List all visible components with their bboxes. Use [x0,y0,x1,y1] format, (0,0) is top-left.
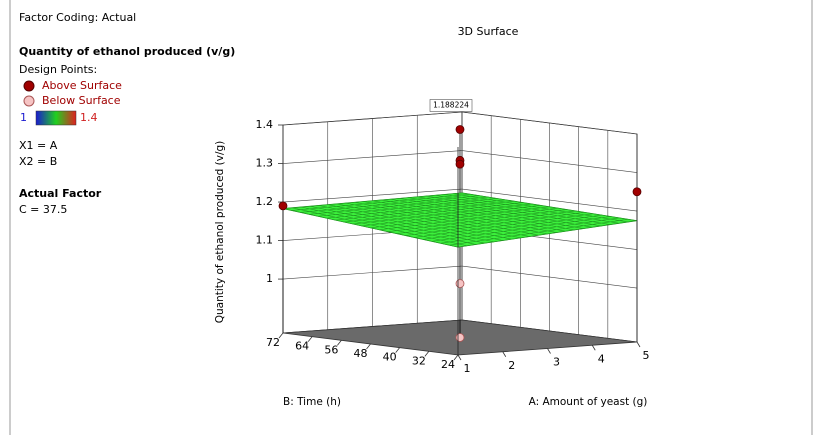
legend-below-marker [23,95,35,107]
x-tick-label: 1 [464,362,471,375]
grid-line [282,188,463,203]
grid-line [461,265,638,289]
x-tick-label: 3 [553,356,560,369]
z-tick-label: 1 [266,272,273,285]
x-tick [457,354,462,361]
y-tick-label: 64 [295,340,309,353]
z-tick-label: 1.4 [256,118,274,131]
x-tick [547,348,551,354]
surface [282,192,638,248]
colorbar-min: 1 [20,111,27,124]
coding-1: X1 = A [19,139,58,152]
grid-line [461,188,638,212]
coding-2: X2 = B [19,155,57,168]
grid-line [282,265,463,280]
y-tick [395,347,400,353]
chart-title: 3D Surface [458,25,519,38]
y-tick [366,343,371,350]
design-point [455,125,465,134]
design-point [455,333,465,342]
legend-above-marker [23,80,35,92]
z-tick-label: 1.1 [256,234,274,247]
grid-line [282,150,463,164]
x-tick-label: 5 [643,349,650,362]
plot: 1 1.1 1.2 1.3 1.4 1 2 3 4 5 24 32 40 48 56 64 72 1.188224 [256,99,650,375]
y-tick [278,332,284,339]
z-tick-label: 1.3 [256,157,274,170]
design-points-label: Design Points: [19,63,97,76]
y-tick [337,340,342,346]
legend-above: Above Surface [42,79,122,92]
x-tick-label: 2 [508,359,515,372]
x-tick [591,345,596,351]
annotation: 1.188224 [433,101,469,110]
y-tick-label: 40 [383,351,397,364]
design-point [278,201,288,211]
grid-line [282,111,463,126]
design-point [455,159,465,169]
y-axis-label: B: Time (h) [283,396,341,408]
design-point [455,279,465,288]
colorbar-max: 1.4 [80,111,98,124]
x-tick [636,341,641,348]
y-tick [307,336,313,342]
x-tick-label: 4 [598,352,605,365]
actual-factor: C = 37.5 [19,203,67,216]
y-tick [424,351,430,357]
y-tick [453,354,459,361]
y-tick-label: 72 [266,336,280,349]
design-point [632,187,642,197]
y-tick-label: 56 [324,343,338,356]
y-tick-label: 24 [441,358,455,371]
legend-below: Below Surface [42,94,121,107]
annotation-box [429,99,473,112]
x-tick [502,351,507,357]
response-title: Quantity of ethanol produced (v/g) [19,45,235,58]
y-tick-label: 48 [354,347,368,360]
factor-coding: Factor Coding: Actual [19,11,136,24]
actual-factor-title: Actual Factor [19,187,102,200]
grid-line [461,150,638,173]
grid-line [461,111,638,135]
colorbar [35,110,77,126]
z-axis-label: Quantity of ethanol produced (v/g) [214,141,226,324]
x-axis-label: A: Amount of yeast (g) [529,396,648,408]
y-tick-label: 32 [412,354,426,367]
z-tick-label: 1.2 [256,195,274,208]
